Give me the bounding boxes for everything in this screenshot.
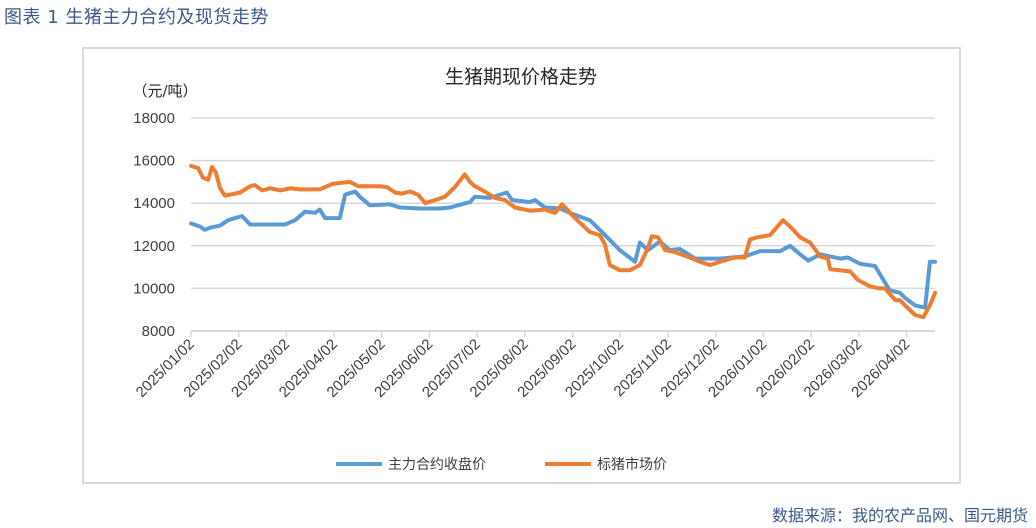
legend-label-spot: 标猪市场价 (597, 456, 667, 473)
chart-frame (82, 47, 961, 484)
y-tick-label: 8000 (142, 323, 175, 340)
y-tick-label: 16000 (133, 153, 175, 170)
figure-title: 图表 1 生猪主力合约及现货走势 (4, 7, 269, 28)
y-tick-label: 14000 (133, 195, 175, 212)
y-tick-label: 12000 (133, 238, 175, 255)
legend-label-futures: 主力合约收盘价 (388, 456, 486, 473)
legend: 主力合约收盘价 标猪市场价 (336, 456, 667, 473)
y-tick-label: 10000 (133, 280, 175, 297)
series-line-futures-close (189, 189, 938, 310)
chart-title: 生猪期现价格走势 (445, 66, 597, 88)
data-source: 数据来源：我的农产品网、国元期货 (771, 506, 1028, 525)
y-axis-unit: （元/吨） (132, 82, 197, 100)
y-tick-label: 18000 (133, 110, 175, 127)
series-line-spot-price (189, 163, 938, 320)
